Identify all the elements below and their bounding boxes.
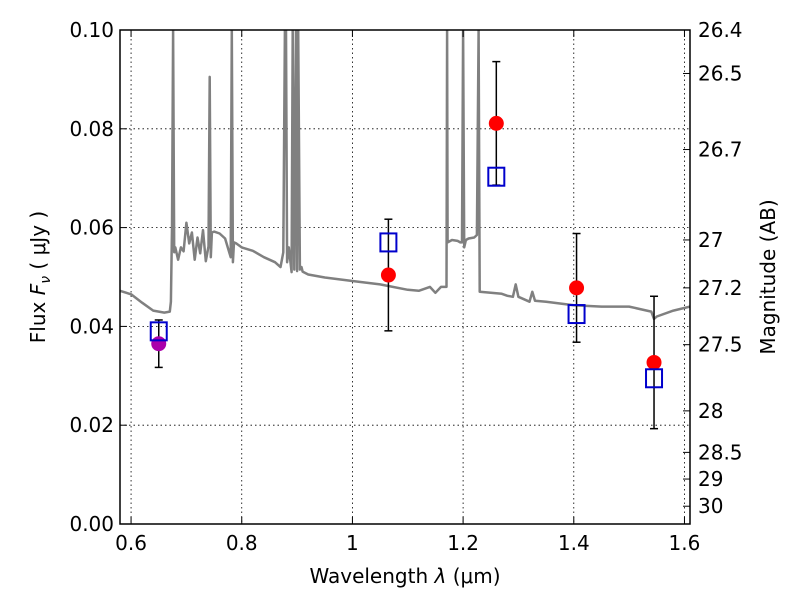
y2-tick-label: 26.7	[698, 138, 743, 162]
model-spectrum	[120, 30, 690, 321]
y-tick-label: 0.04	[69, 314, 114, 338]
model-photometry-square	[379, 232, 398, 253]
x-tick-label: 1.6	[669, 531, 701, 555]
plot-area	[120, 30, 690, 524]
y2-tick-label: 27.2	[698, 276, 743, 300]
y-tick-label: 0.08	[69, 117, 114, 141]
x-tick-label: 0.6	[115, 531, 147, 555]
x-tick-label: 1	[346, 531, 359, 555]
x-tick-label: 1.2	[447, 531, 479, 555]
spectrum-line	[120, 30, 690, 321]
model-photometry-square	[149, 321, 168, 342]
plot-frame	[119, 29, 691, 525]
observed-point	[488, 115, 504, 131]
y2-tick-label: 27	[698, 228, 723, 252]
y2-tick-label: 27.5	[698, 333, 743, 357]
y2-tick-label: 28	[698, 399, 723, 423]
y2-tick-label: 28.5	[698, 440, 743, 464]
y2-tick-label: 26.4	[698, 18, 743, 42]
y-axis-label: Flux Fν ( μJy )	[26, 211, 55, 343]
y2-tick-label: 30	[698, 494, 723, 518]
model-photometry-square	[645, 368, 664, 389]
x-axis-label: Wavelength λ (μm)	[309, 564, 500, 588]
y-tick-label: 0.10	[69, 18, 114, 42]
observed-optical-point	[151, 336, 167, 352]
y2-tick-label: 29	[698, 467, 723, 491]
y2-tick-label: 26.5	[698, 61, 743, 85]
data-points	[149, 60, 664, 430]
ticks: 0.6 0.8 1 1.2 1.4 1.6 0.00 0.02 0.04 0.06 0.08 0.10…	[69, 18, 742, 555]
y-tick-label: 0.06	[69, 216, 114, 240]
y-tick-label: 0.02	[69, 413, 114, 437]
model-photometry-square	[487, 166, 506, 187]
observed-point	[569, 280, 585, 296]
observed-point	[646, 354, 662, 370]
model-photometry-square	[567, 304, 586, 325]
x-tick-label: 1.4	[558, 531, 590, 555]
observed-point	[380, 267, 396, 283]
y2-axis-label: Magnitude (AB)	[756, 199, 780, 354]
x-tick-label: 0.8	[226, 531, 258, 555]
y-tick-label: 0.00	[69, 512, 114, 536]
